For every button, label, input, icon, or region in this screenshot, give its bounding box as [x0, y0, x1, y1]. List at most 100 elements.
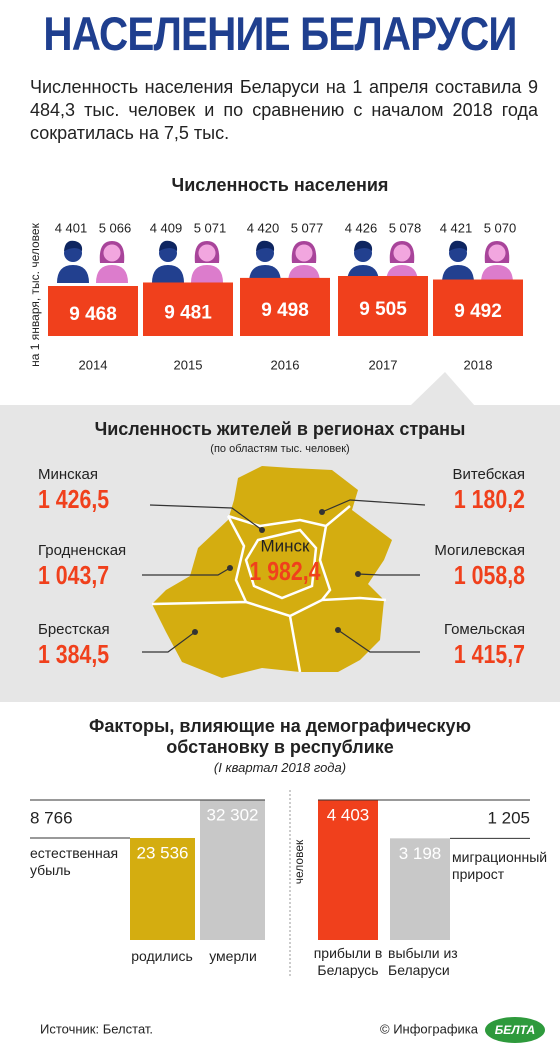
men-count: 4 409	[150, 220, 183, 235]
difference-value: 8 766	[30, 808, 73, 827]
bar-value: 23 536	[137, 843, 189, 862]
callout	[410, 372, 475, 406]
woman-icon	[103, 244, 121, 262]
leader-dot	[355, 571, 361, 577]
logo	[485, 1017, 545, 1043]
man-icon	[152, 265, 184, 283]
leader-dot	[227, 565, 233, 571]
region-value: 1 426,5	[38, 485, 109, 515]
bar-value: 9 498	[261, 300, 309, 321]
year-label: 2014	[79, 357, 108, 372]
man-icon	[354, 240, 373, 251]
leader-line	[321, 499, 426, 513]
men-count: 4 421	[440, 220, 473, 235]
bar-value: 9 481	[164, 302, 212, 323]
woman-icon	[488, 244, 506, 262]
women-count: 5 071	[194, 220, 227, 235]
population-bar	[48, 286, 138, 336]
region-value: 1 180,2	[454, 485, 525, 515]
bar-value: 3 198	[399, 844, 442, 863]
region-border	[227, 505, 351, 528]
leader-dot	[259, 527, 265, 533]
bar-label: прибыли в Беларусь	[313, 945, 383, 978]
difference-label: миграционный прирост	[452, 849, 548, 882]
factor-bar	[390, 838, 450, 940]
leader-dot	[335, 627, 341, 633]
year-label: 2016	[271, 357, 300, 372]
difference-value: 1 205	[487, 809, 530, 828]
page-title: НАСЕЛЕНИЕ БЕЛАРУСИ	[43, 7, 517, 60]
population-bar	[433, 279, 523, 336]
man-icon	[449, 240, 468, 251]
factor-bar	[200, 800, 265, 940]
factor-bar	[130, 837, 195, 940]
axis-label: на 1 января, тыс. человек	[28, 222, 42, 366]
credit: © Инфографика	[380, 1021, 479, 1036]
region-name: Минская	[38, 466, 98, 483]
region-border	[288, 615, 302, 673]
bar-value: 4 403	[327, 805, 370, 824]
woman-icon	[481, 265, 513, 283]
men-count: 4 426	[345, 220, 378, 235]
region-name: Витебская	[452, 466, 525, 483]
section-title: Численность жителей в регионах страны	[95, 419, 466, 439]
man-icon	[159, 240, 178, 251]
section-subtitle: (по областям тыс. человек)	[210, 443, 349, 455]
man-icon	[57, 265, 89, 283]
leader-line	[149, 504, 263, 531]
region-border	[226, 515, 248, 603]
bar-label: выбыли из Беларуси	[388, 945, 458, 978]
year-label: 2015	[174, 357, 203, 372]
women-count: 5 066	[99, 220, 132, 235]
factors-subtitle: (I квартал 2018 года)	[213, 760, 347, 775]
women-count: 5 070	[484, 220, 517, 235]
region-value: 1 058,8	[454, 561, 525, 591]
region-name: Гомельская	[444, 621, 525, 638]
region-border	[151, 598, 323, 618]
year-label: 2018	[464, 357, 493, 372]
lead-text: Численность населения Беларуси на 1 апре…	[30, 77, 538, 143]
bar-value: 32 302	[207, 805, 259, 824]
woman-icon	[393, 244, 411, 262]
region-border	[318, 525, 387, 602]
leader-dot	[192, 629, 198, 635]
unit-label: человек	[292, 839, 306, 884]
section-title: Численность населения	[172, 175, 389, 195]
leader-line	[142, 567, 231, 576]
region-value: 1 982,4	[249, 557, 321, 587]
bar-label: умерли	[209, 948, 257, 964]
man-icon	[442, 265, 474, 283]
bar-value: 9 492	[454, 301, 502, 322]
leader-dot	[319, 509, 325, 515]
woman-icon	[198, 244, 216, 262]
region-name: Брестская	[38, 621, 110, 638]
leader-line	[142, 631, 196, 653]
woman-icon	[295, 244, 313, 262]
bar-label: родились	[131, 948, 193, 964]
map	[152, 466, 392, 678]
woman-icon	[191, 265, 223, 283]
source: Источник: Белстат.	[40, 1021, 153, 1036]
woman-icon	[96, 265, 128, 283]
men-count: 4 401	[55, 220, 88, 235]
bar-value: 9 468	[69, 304, 117, 325]
region-value: 1 384,5	[38, 640, 109, 670]
region-value: 1 043,7	[38, 561, 109, 591]
bar-value: 9 505	[359, 299, 407, 320]
difference-label: естественная убыль	[30, 845, 119, 878]
leader-line	[337, 629, 420, 653]
region-name: Минск	[261, 536, 311, 555]
men-count: 4 420	[247, 220, 280, 235]
women-count: 5 077	[291, 220, 324, 235]
leader-line	[357, 573, 420, 576]
factor-bar	[318, 800, 378, 940]
region-border	[244, 528, 318, 600]
man-icon	[64, 240, 83, 251]
population-bar	[338, 276, 428, 336]
region-name: Гродненская	[38, 542, 126, 559]
logo-text: БЕЛТА	[495, 1023, 535, 1037]
year-label: 2017	[369, 357, 398, 372]
population-bar	[143, 282, 233, 336]
